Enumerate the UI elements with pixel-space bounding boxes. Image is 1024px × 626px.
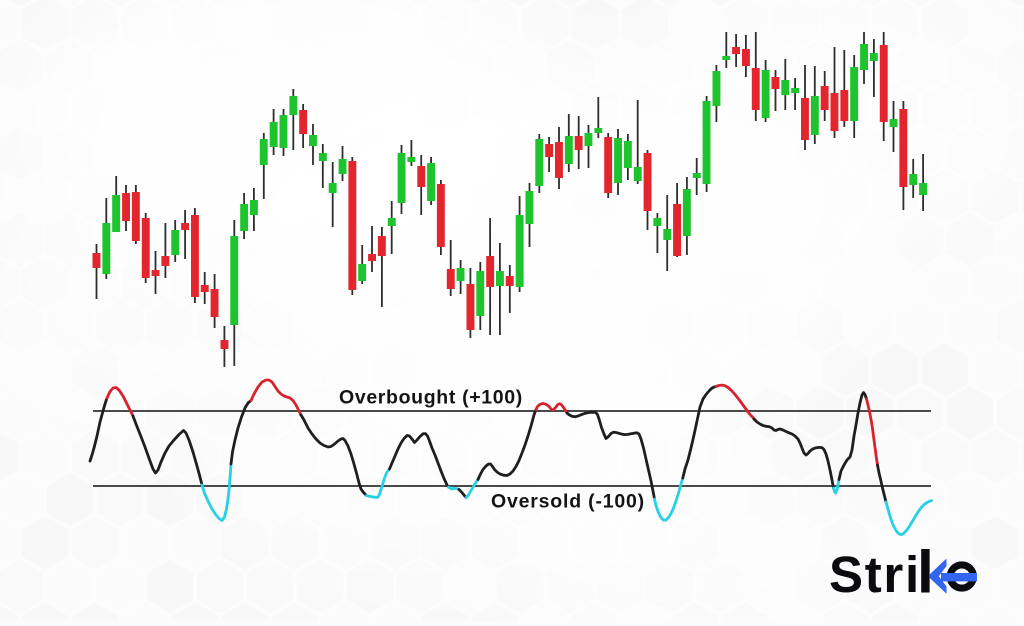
svg-text:Overbought (+100): Overbought (+100) [339, 387, 523, 409]
svg-text:Oversold (-100): Oversold (-100) [491, 491, 645, 513]
svg-text:Stri: Stri [829, 546, 921, 603]
